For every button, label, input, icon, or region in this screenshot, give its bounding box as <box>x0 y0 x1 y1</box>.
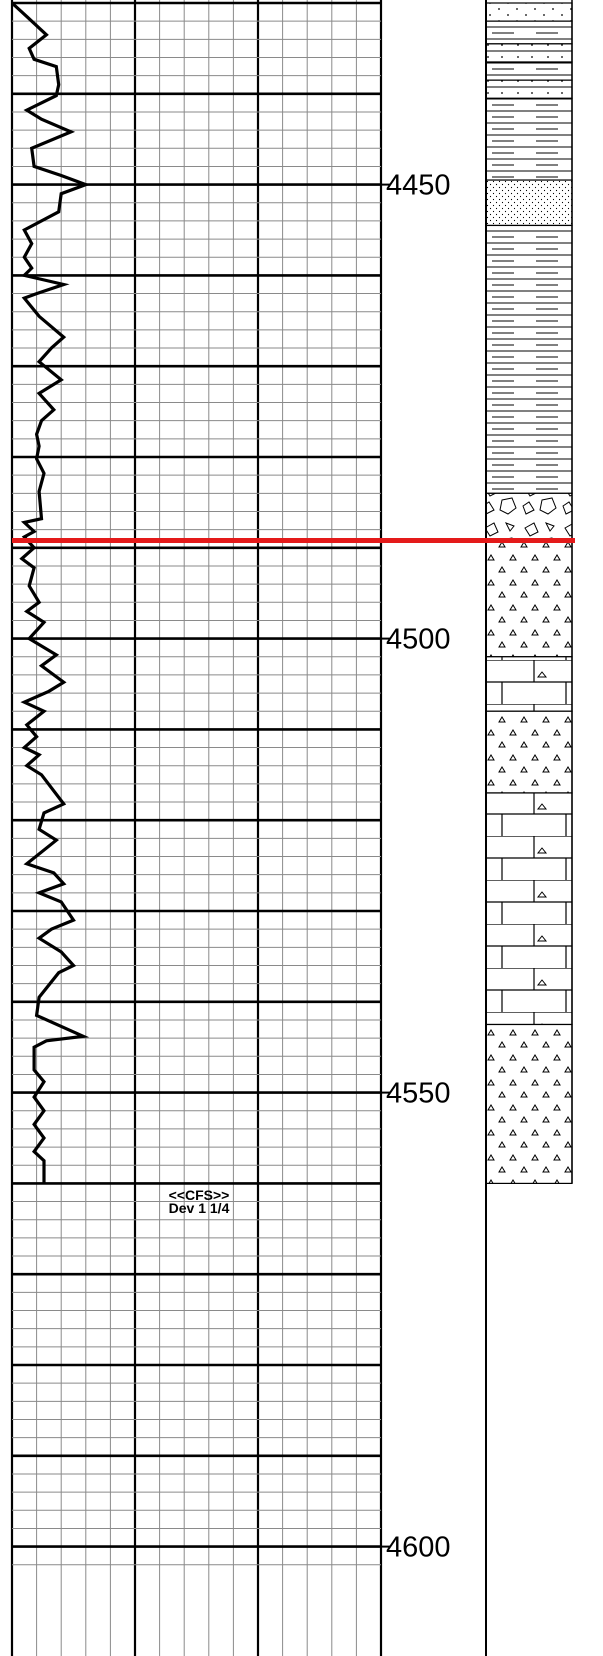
lithology-bed <box>485 492 573 542</box>
lithology-bed <box>485 2 573 22</box>
log-curve <box>10 1 91 1184</box>
lithology-bed <box>485 710 573 794</box>
lithology-column <box>485 0 573 1656</box>
lithology-bed <box>485 179 573 227</box>
lithology-bed <box>485 79 573 99</box>
depth-scale: 4450 4500 4550 4600 <box>381 170 451 1564</box>
grid <box>10 0 383 1656</box>
lithology-bed <box>485 792 573 1026</box>
annotation-text: <<CFS>> <box>169 1187 230 1203</box>
lithology-bed <box>485 539 573 658</box>
lithology-bed <box>485 656 573 712</box>
log-curve-line <box>10 1 91 1184</box>
lithology-bed <box>485 97 573 181</box>
lithology-bed <box>485 61 573 81</box>
depth-label: 4550 <box>386 1078 451 1110</box>
curve-annotation: <<CFS>>Dev 1 1/4 <box>169 1187 230 1216</box>
annotation-text: Dev 1 1/4 <box>169 1200 230 1216</box>
lithology-bed <box>485 224 573 494</box>
lithology-bed <box>485 43 573 63</box>
lithology-bed <box>485 1023 573 1184</box>
lithology-bed <box>485 20 573 45</box>
depth-label: 4500 <box>386 624 451 656</box>
depth-label: 4450 <box>386 170 451 202</box>
depth-label: 4600 <box>386 1532 451 1564</box>
